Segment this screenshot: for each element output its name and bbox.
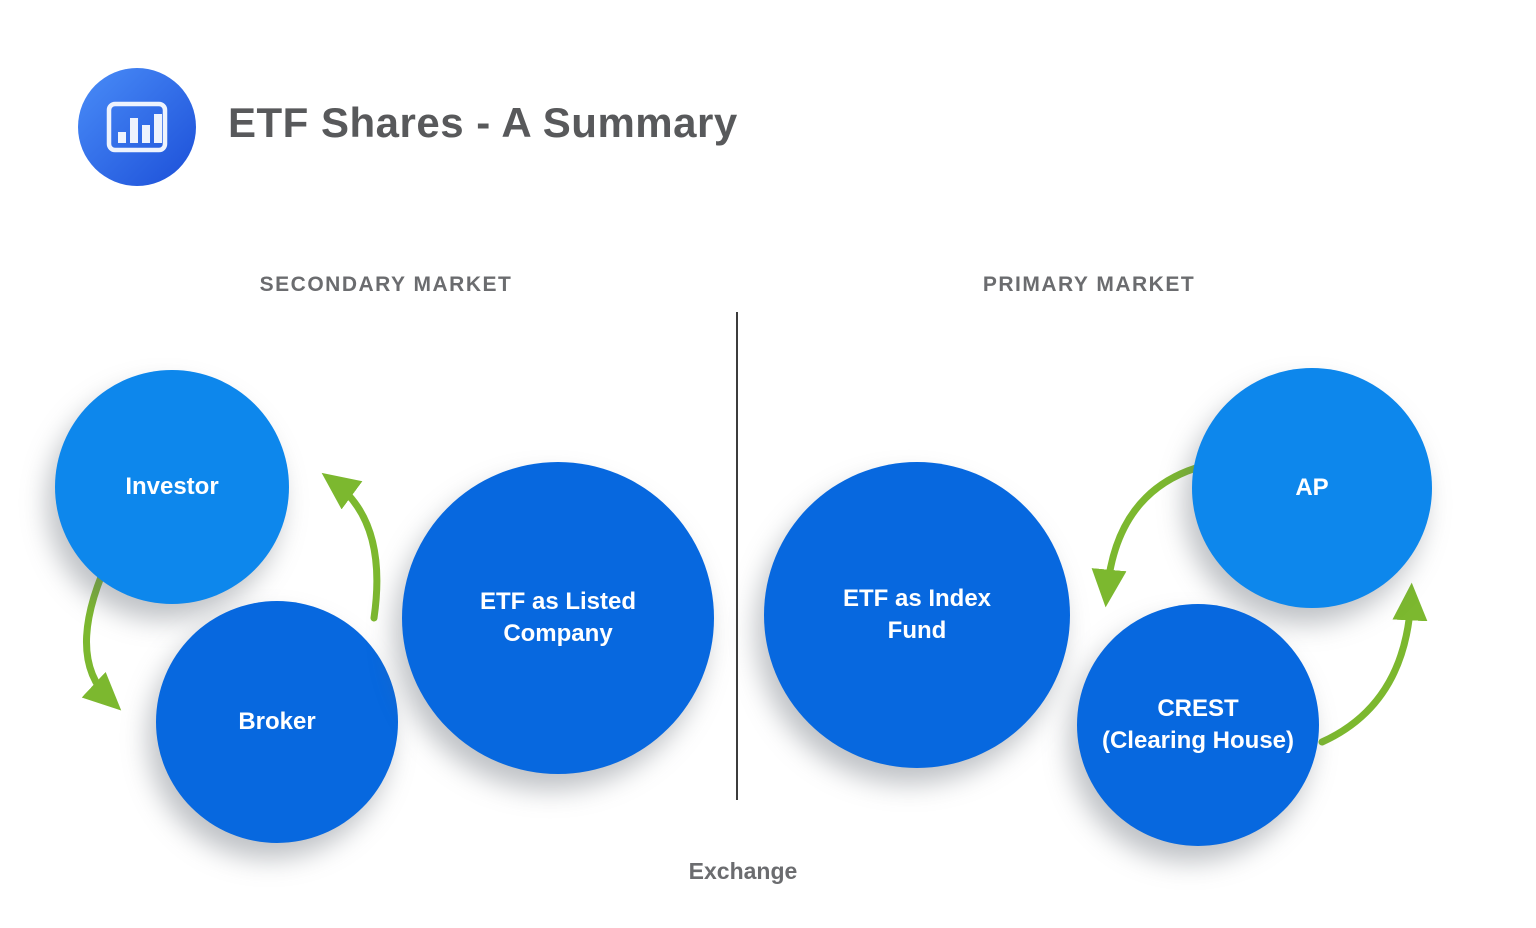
node-etf-as-index-fund: ETF as Index Fund (764, 462, 1070, 768)
node-investor-label: Investor (125, 472, 219, 500)
page-title: ETF Shares - A Summary (228, 99, 738, 146)
arrow-broker-to-investor (321, 472, 381, 622)
bar-chart-icon (78, 68, 196, 186)
node-broker: Broker (156, 601, 398, 843)
arrow-ap-to-fund (1091, 464, 1200, 608)
exchange-label: Exchange (688, 858, 798, 884)
node-ap-label: AP (1295, 473, 1329, 501)
node-etf-as-index-fund-label: ETF as Index Fund (842, 584, 992, 644)
node-broker-label: Broker (238, 707, 316, 735)
market-divider-line (736, 312, 738, 800)
arrow-crest-to-ap (1318, 582, 1428, 746)
node-investor: Investor (55, 370, 289, 604)
node-crest-clearing-house: CREST (Clearing House) (1077, 604, 1319, 846)
node-ap: AP (1192, 368, 1432, 608)
secondary-market-label: SECONDARY MARKET (259, 273, 513, 296)
node-etf-as-listed-company-label: ETF as Listed Company (479, 587, 637, 647)
node-etf-as-listed-company: ETF as Listed Company (402, 462, 714, 774)
node-crest-clearing-house-label: CREST (Clearing House) (1101, 694, 1295, 754)
primary-market-label: PRIMARY MARKET (982, 273, 1196, 296)
